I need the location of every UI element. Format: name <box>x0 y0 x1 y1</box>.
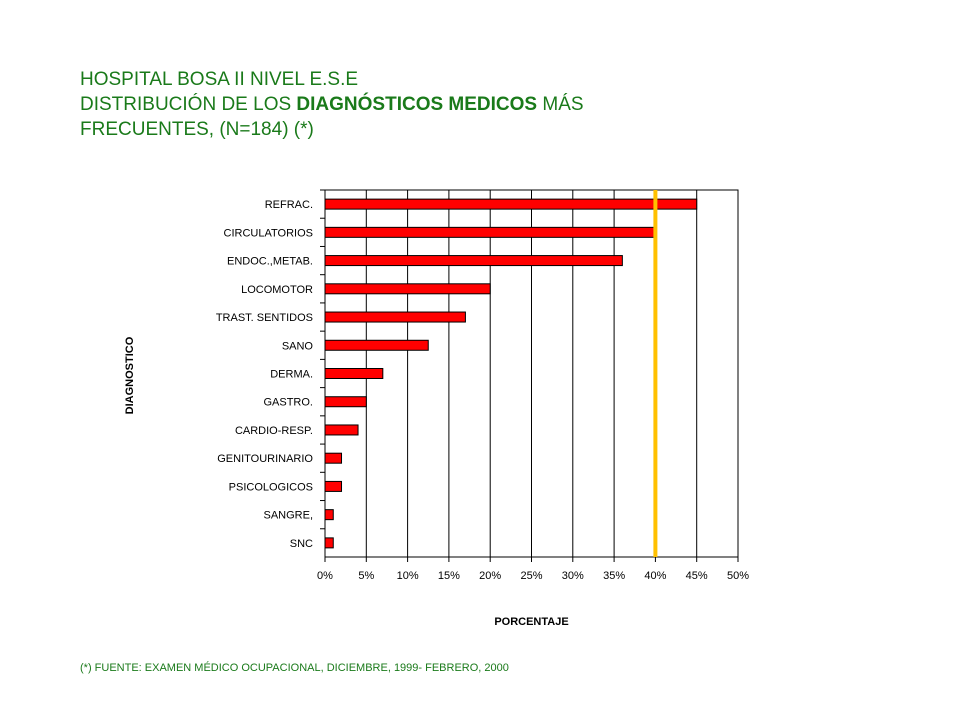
bar <box>324 283 491 295</box>
y-category-label: DERMA. <box>270 369 313 381</box>
y-category-label: SNC <box>290 538 313 550</box>
x-tick-label: 15% <box>438 570 460 582</box>
y-category-label: TRAST. SENTIDOS <box>216 312 313 324</box>
title-line-2-post: MÁS <box>537 94 584 115</box>
y-category-label: CIRCULATORIOS <box>224 227 313 239</box>
bar <box>324 480 343 492</box>
y-category-label: GASTRO. <box>263 397 313 409</box>
bar <box>324 396 367 408</box>
bar <box>324 368 384 379</box>
x-tick-label: 50% <box>727 570 749 582</box>
bar <box>324 198 698 210</box>
y-category-label: SANGRE, <box>263 510 313 522</box>
x-tick-label: 40% <box>644 570 666 582</box>
x-tick-label: 0% <box>317 570 333 582</box>
y-category-label: REFRAC. <box>265 199 313 211</box>
x-tick-label: 5% <box>358 570 374 582</box>
x-tick-label: 10% <box>397 570 419 582</box>
bar <box>324 509 334 521</box>
x-tick-label: 45% <box>686 570 708 582</box>
y-category-label: ENDOC.,METAB. <box>227 256 313 268</box>
x-axis-title: PORCENTAJE <box>494 616 568 628</box>
x-tick-label: 35% <box>603 570 625 582</box>
y-category-label: CARDIO-RESP. <box>235 425 313 437</box>
y-category-label: LOCOMOTOR <box>241 284 313 296</box>
title-line-1: HOSPITAL BOSA II NIVEL E.S.E <box>80 69 359 90</box>
bar <box>324 339 429 351</box>
bar <box>324 255 623 267</box>
title-line-2: DISTRIBUCIÓN DE LOS DIAGNÓSTICOS MEDICOS… <box>80 92 584 117</box>
y-category-label: GENITOURINARIO <box>217 453 313 465</box>
y-category-label: PSICOLOGICOS <box>229 481 313 493</box>
y-category-label: SANO <box>282 340 314 352</box>
chart-title: HOSPITAL BOSA II NIVEL E.S.E DISTRIBUCIÓ… <box>80 67 584 142</box>
bar <box>324 311 466 323</box>
title-line-2-pre: DISTRIBUCIÓN DE LOS <box>80 94 297 115</box>
source-footnote: (*) FUENTE: EXAMEN MÉDICO OCUPACIONAL, D… <box>80 662 509 674</box>
x-tick-label: 20% <box>479 570 501 582</box>
y-axis-title: DIAGNOSTICO <box>124 336 136 414</box>
title-line-2-bold: DIAGNÓSTICOS MEDICOS <box>296 94 538 115</box>
bar <box>324 452 343 464</box>
title-line-3: FRECUENTES, (N=184) (*) <box>80 119 314 140</box>
x-tick-label: 30% <box>562 570 584 582</box>
bar <box>324 537 334 549</box>
x-tick-label: 25% <box>520 570 542 582</box>
bar <box>324 226 656 238</box>
bar <box>324 424 359 436</box>
